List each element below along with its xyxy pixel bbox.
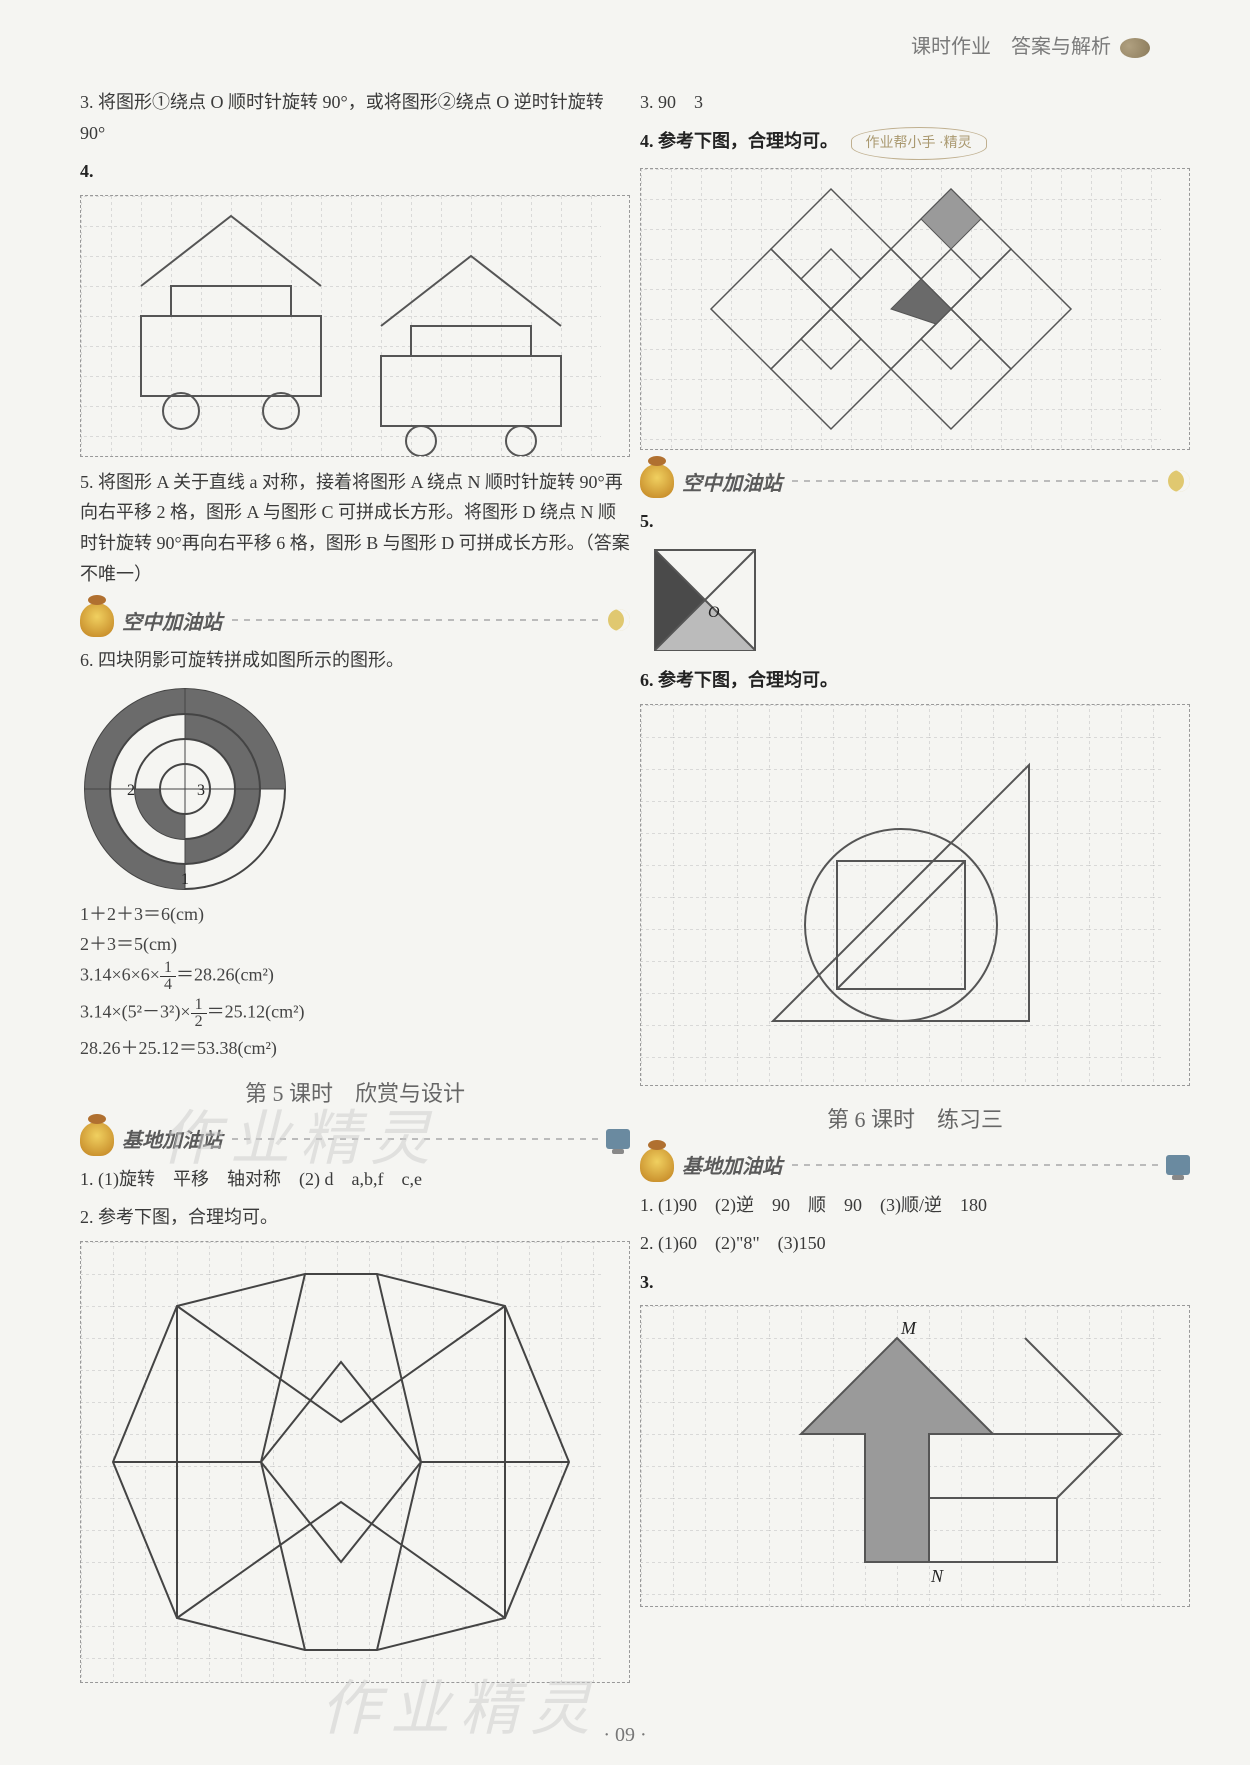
- planet-icon: [1120, 38, 1150, 58]
- q4-right: 4. 参考下图，合理均可。 作业帮小手 ·精灵: [640, 126, 1190, 161]
- q6-left: 6. 四块阴影可旋转拼成如图所示的图形。: [80, 645, 630, 676]
- computer-icon: [1166, 1155, 1190, 1175]
- l5-q2: 2. 参考下图，合理均可。: [80, 1202, 630, 1233]
- q4-label: 4.: [80, 156, 630, 187]
- calc-line-3: 3.14×6×6×14＝28.26(cm²): [80, 960, 630, 993]
- right-column: 3. 90 3 4. 参考下图，合理均可。 作业帮小手 ·精灵: [640, 79, 1190, 1693]
- point-n-label: N: [930, 1566, 944, 1586]
- banner-air-refuel-2: 空中加油站: [640, 464, 1190, 498]
- calc-line-1: 1＋2＋3＝6(cm): [80, 900, 630, 926]
- l6-q2: 2. (1)60 (2)"8" (3)150: [640, 1228, 1190, 1259]
- calc-line-2: 2＋3＝5(cm): [80, 930, 630, 956]
- banner-base-refuel-left: 基地加油站: [80, 1122, 630, 1156]
- page-number: · 09 ·: [0, 1724, 1250, 1747]
- calc-line-4: 3.14×(5²－3²)×12＝25.12(cm²): [80, 997, 630, 1030]
- figure-circle-in-grid: [640, 704, 1190, 1086]
- mascot-icon: [640, 464, 674, 498]
- mascot-icon: [80, 1122, 114, 1156]
- mascot-icon: [640, 1148, 674, 1182]
- page-header: 课时作业 答案与解析: [80, 30, 1190, 59]
- point-m-label: M: [900, 1318, 917, 1338]
- header-title: 课时作业 答案与解析: [911, 36, 1111, 58]
- q5-right-label: 5.: [640, 506, 1190, 537]
- figure-concentric-circles: 2 3 1: [80, 684, 630, 894]
- q3-left: 3. 将图形①绕点 O 顺时针旋转 90°，或将图形②绕点 O 逆时针旋转 90…: [80, 87, 630, 148]
- q5-left: 5. 将图形 A 关于直线 a 对称，接着将图形 A 绕点 N 顺时针旋转 90…: [80, 467, 630, 589]
- stamp-icon: 作业帮小手 ·精灵: [851, 127, 987, 161]
- figure-diamond-pattern: [640, 168, 1190, 450]
- circle-label-3: 3: [197, 782, 205, 799]
- banner-trail: [792, 480, 1162, 482]
- left-column: 3. 将图形①绕点 O 顺时针旋转 90°，或将图形②绕点 O 逆时针旋转 90…: [80, 79, 630, 1693]
- figure-butterfly-pattern: [80, 1241, 630, 1683]
- moon-icon: [608, 609, 630, 631]
- banner-trail: [792, 1164, 1160, 1166]
- mascot-icon: [80, 603, 114, 637]
- figure-triangle-square: O: [650, 545, 1190, 655]
- l6-q1: 1. (1)90 (2)逆 90 顺 90 (3)顺/逆 180: [640, 1190, 1190, 1221]
- circle-label-1: 1: [181, 871, 189, 888]
- q3-right: 3. 90 3: [640, 87, 1190, 118]
- circle-label-2: 2: [127, 782, 135, 799]
- lesson5-title: 第 5 课时 欣赏与设计: [80, 1076, 630, 1108]
- moon-icon: [1168, 470, 1190, 492]
- l6-q3-label: 3.: [640, 1267, 1190, 1298]
- calc-line-5: 28.26＋25.12＝53.38(cm²): [80, 1034, 630, 1060]
- figure-house-car: [80, 195, 630, 457]
- banner-trail: [232, 619, 602, 621]
- banner-air-refuel-1: 空中加油站: [80, 603, 630, 637]
- q6-right: 6. 参考下图，合理均可。: [640, 665, 1190, 696]
- figure-arrow-shape: M N: [640, 1305, 1190, 1607]
- l5-q1: 1. (1)旋转 平移 轴对称 (2) d a,b,f c,e: [80, 1164, 630, 1195]
- lesson6-title: 第 6 课时 练习三: [640, 1102, 1190, 1134]
- banner-trail: [232, 1138, 600, 1140]
- banner-base-refuel-right: 基地加油站: [640, 1148, 1190, 1182]
- computer-icon: [606, 1129, 630, 1149]
- point-o-label: O: [708, 604, 720, 621]
